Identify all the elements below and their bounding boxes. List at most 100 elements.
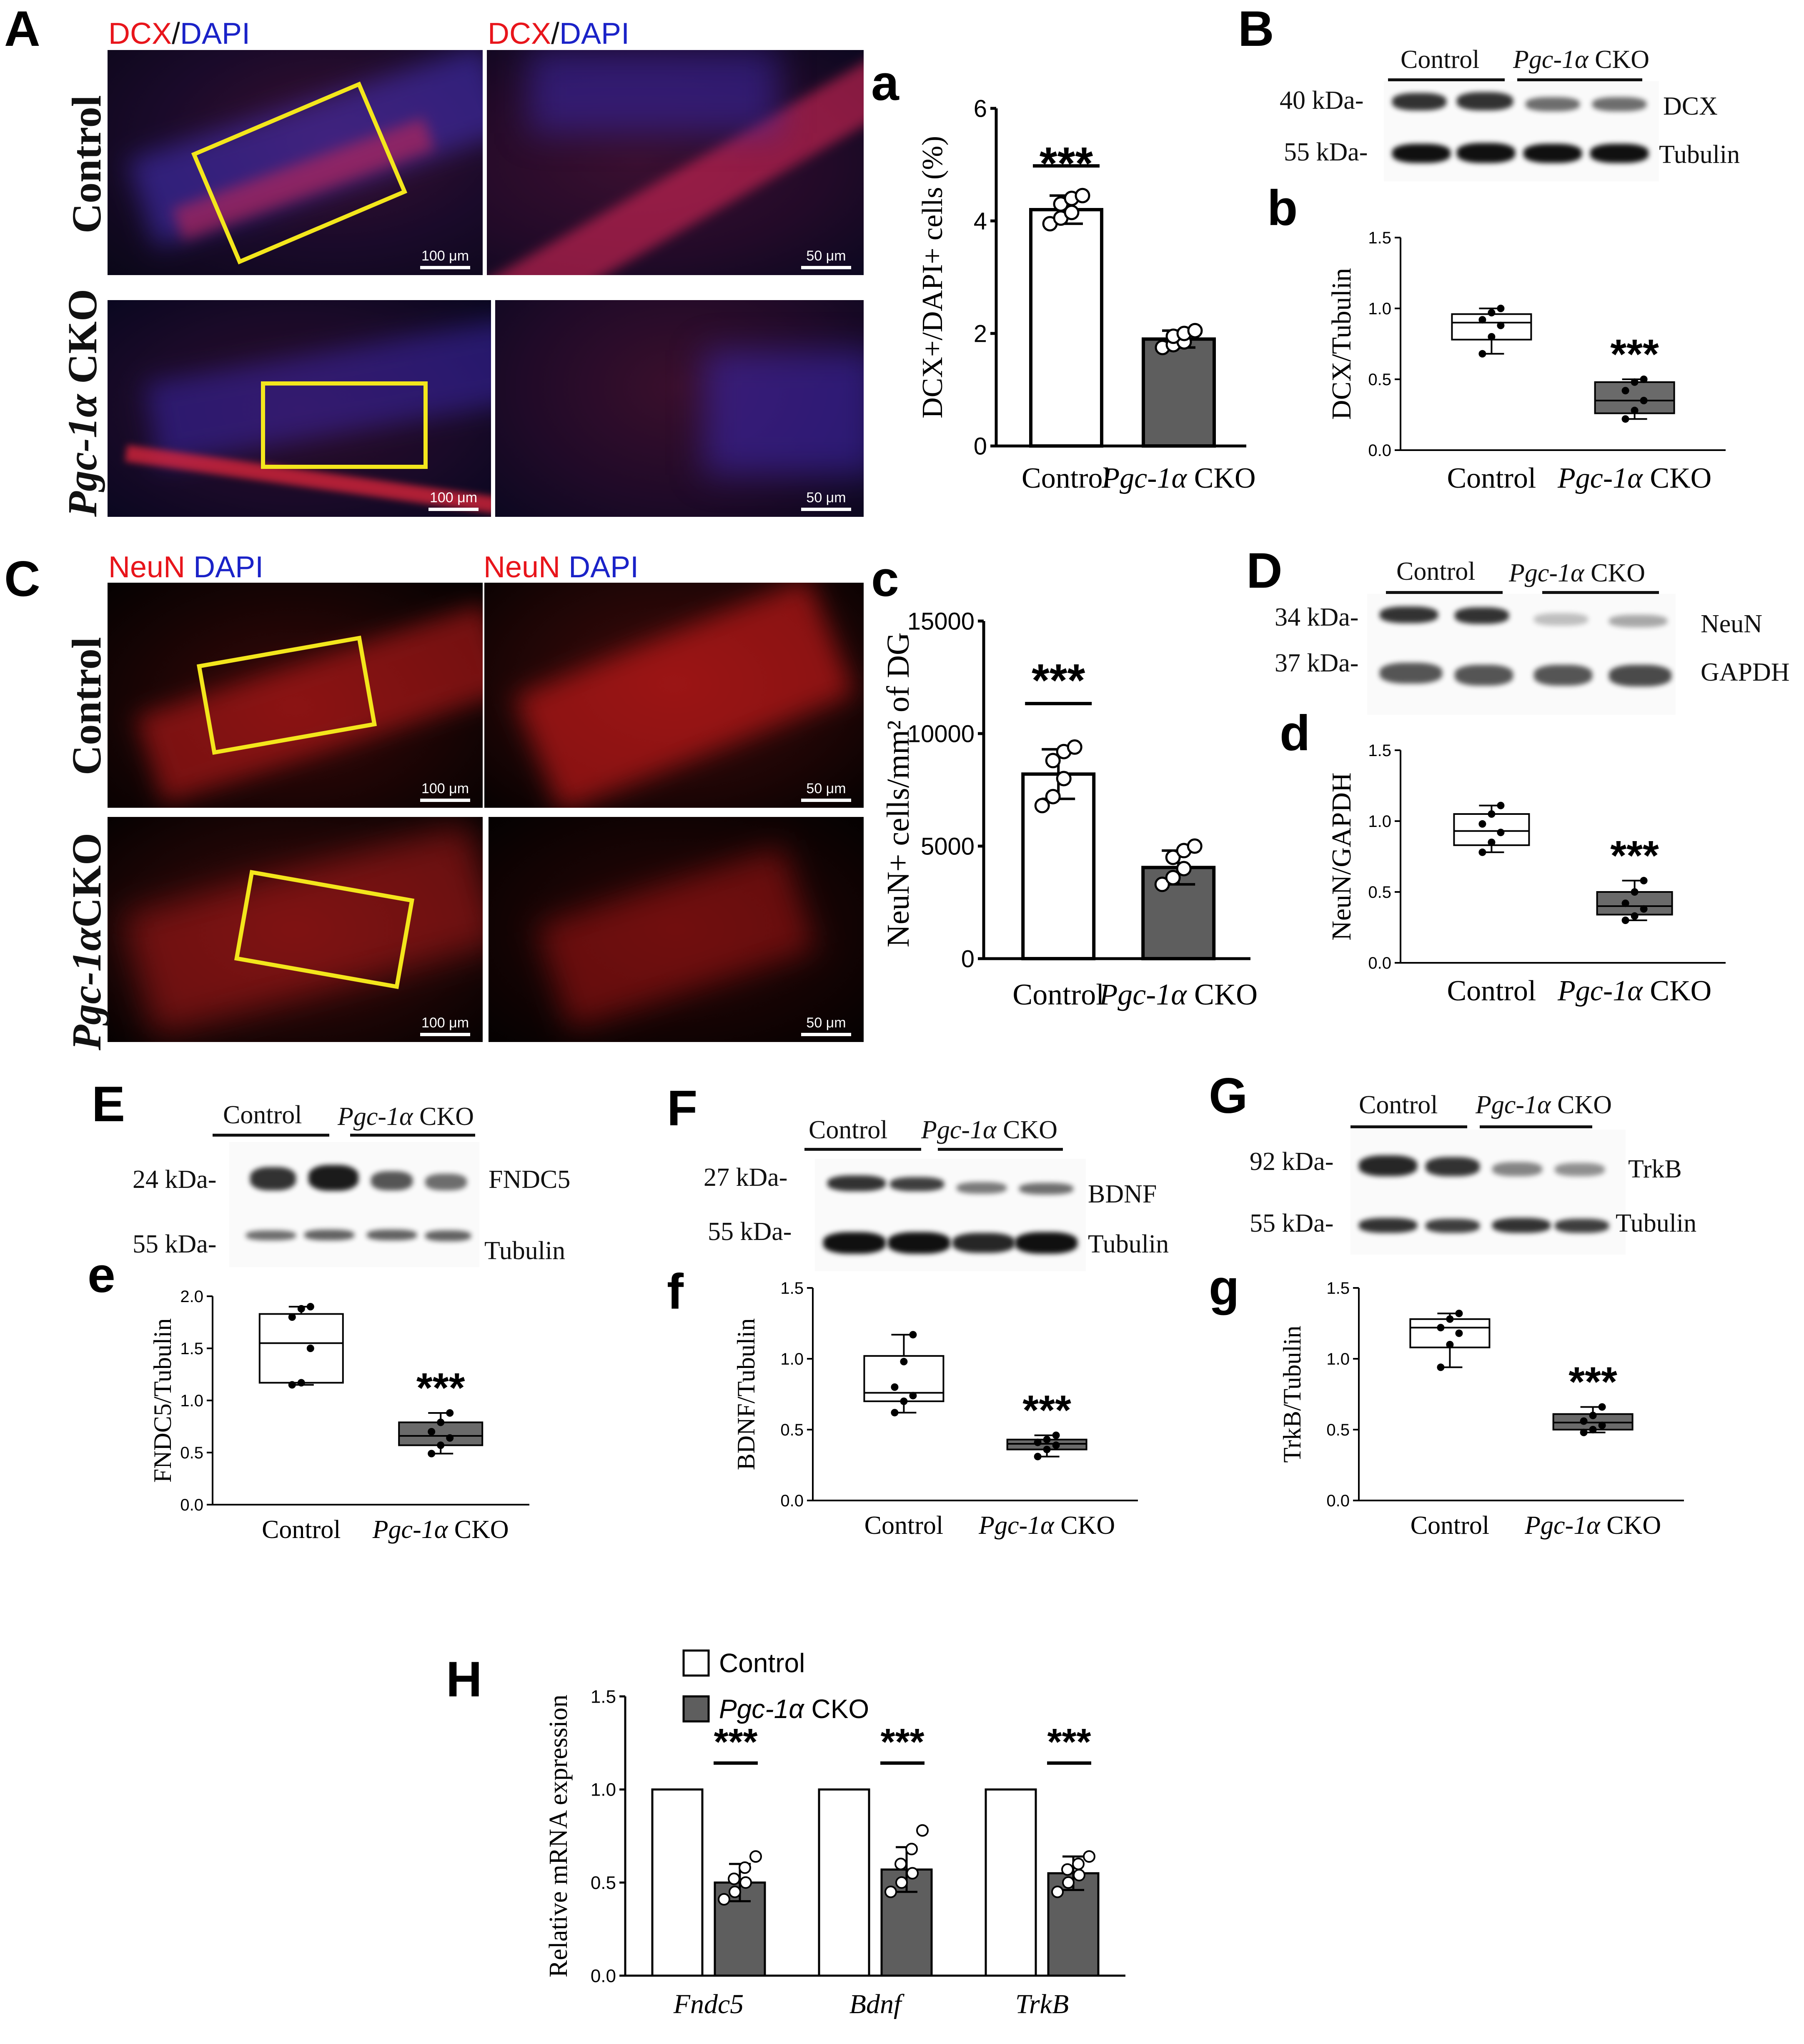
bar: [1142, 337, 1216, 448]
data-point: [1621, 917, 1629, 924]
data-point: [1061, 1863, 1074, 1876]
blot-F-line-control: [804, 1148, 921, 1151]
blot-G-protein2: Tubulin: [1616, 1209, 1697, 1237]
y-tick-label: 0: [974, 433, 987, 460]
y-tick-label: 1.5: [591, 1686, 616, 1707]
chart-g: 0.0 0.5 1.0 1.5 TrkB/Tubulin Control Pgc-1α CK…: [1278, 1279, 1684, 1540]
data-point: [1488, 839, 1496, 846]
scalebar-A3: 100 μm: [428, 490, 479, 511]
blot-G-kda2: 55 kDa-: [1250, 1209, 1334, 1237]
data-point: [1165, 849, 1181, 865]
box: [1596, 891, 1673, 916]
blot-E-protein2: Tubulin: [484, 1237, 566, 1265]
data-point: [1631, 888, 1639, 896]
data-point: [1497, 802, 1505, 809]
data-point: [1043, 1445, 1051, 1453]
y-tick-label: 1.0: [780, 1350, 804, 1368]
scalebar-C1: 100 μm: [420, 781, 470, 802]
significance-stars: ***: [1040, 138, 1093, 189]
blot-D-protein1: NeuN: [1701, 610, 1763, 638]
blot-B-group-control: Control: [1401, 45, 1480, 74]
data-point: [1631, 912, 1639, 920]
legend-swatch: [682, 1649, 710, 1677]
data-point: [749, 1850, 762, 1863]
panel-label-G: G: [1209, 1068, 1248, 1124]
data-point: [894, 1858, 907, 1870]
significance-stars: ***: [1610, 331, 1659, 378]
y-tick-label: 0.5: [180, 1444, 203, 1462]
data-point: [1073, 1869, 1085, 1881]
data-point: [1052, 1431, 1060, 1439]
data-point: [1455, 1329, 1463, 1337]
blot-E-line-control: [213, 1134, 329, 1137]
data-point: [1165, 870, 1181, 886]
blot-G-membrane: [1350, 1130, 1626, 1255]
panel-label-F: F: [667, 1080, 698, 1136]
data-point: [1455, 1310, 1463, 1318]
x-tick-label: Pgc-1α CKO: [978, 1511, 1115, 1540]
data-point: [1478, 848, 1486, 856]
micro-C-control-high: 50 μm: [484, 583, 864, 808]
blot-F-group-control: Control: [809, 1116, 888, 1144]
data-point: [306, 1303, 314, 1310]
blot-G-group-control: Control: [1359, 1091, 1438, 1119]
data-point: [1446, 1341, 1454, 1348]
data-point: [1580, 1428, 1588, 1436]
row-label-A-cko: Pgc-1α CKO: [59, 289, 105, 517]
data-point: [446, 1409, 454, 1417]
blot-B-line-cko: [1517, 78, 1642, 81]
blot-F-group-cko: Pgc-1α CKO: [921, 1116, 1057, 1144]
data-point: [1075, 188, 1090, 203]
data-point: [297, 1379, 305, 1387]
data-point: [906, 1867, 919, 1880]
data-point: [895, 1876, 908, 1889]
data-point: [1034, 1438, 1042, 1446]
blot-B-kda2: 55 kDa-: [1284, 138, 1368, 166]
significance-stars: ***: [880, 1721, 924, 1763]
data-point: [288, 1313, 296, 1321]
data-point: [1034, 1453, 1042, 1460]
data-point: [891, 1409, 899, 1417]
blot-B-membrane: [1384, 81, 1659, 181]
y-tick-label: 1.0: [1368, 812, 1391, 831]
legend-label: Pgc-1α CKO: [719, 1694, 869, 1724]
blot-D-protein2: GAPDH: [1701, 658, 1790, 686]
data-point: [437, 1441, 445, 1449]
data-point: [1640, 877, 1648, 884]
blot-E-kda2: 55 kDa-: [133, 1230, 217, 1258]
data-point: [900, 1358, 908, 1365]
data-point: [1589, 1412, 1597, 1419]
panel-label-E: E: [92, 1076, 125, 1132]
blot-G-line-cko: [1480, 1125, 1592, 1128]
y-tick-label: 5000: [921, 833, 975, 860]
data-point: [1045, 789, 1061, 804]
data-point: [1154, 877, 1170, 892]
y-tick-label: 2: [974, 320, 987, 347]
data-point: [739, 1861, 751, 1874]
significance-stars: ***: [1047, 1721, 1091, 1763]
data-point: [1640, 397, 1648, 404]
blot-E-group-control: Control: [223, 1101, 302, 1129]
data-point: [1062, 1876, 1075, 1889]
data-point: [1056, 771, 1072, 787]
data-point: [428, 1450, 436, 1458]
data-point: [1598, 1403, 1606, 1411]
y-tick-label: 0: [961, 945, 975, 972]
x-tick-label: Control: [1411, 1511, 1489, 1540]
blot-B-protein1: DCX: [1663, 92, 1718, 120]
bar: [1029, 208, 1103, 448]
data-point: [1034, 798, 1050, 814]
y-tick-label: 0.0: [591, 1966, 616, 1986]
data-point: [1478, 316, 1486, 324]
bar: [651, 1788, 704, 1977]
y-axis-label: Relative mRNA expression: [544, 1695, 573, 1977]
panel-label-B: B: [1238, 1, 1274, 57]
y-tick-label: 0.5: [1326, 1421, 1350, 1439]
y-axis-label: BDNF/Tubulin: [732, 1318, 760, 1470]
data-point: [297, 1305, 305, 1313]
y-tick-label: 1.5: [1368, 741, 1391, 760]
header-A-right: DCX/DAPI: [488, 17, 630, 50]
y-tick-label: 0.0: [1368, 954, 1391, 972]
micro-C-control-low: 100 μm: [108, 583, 483, 808]
